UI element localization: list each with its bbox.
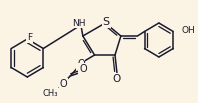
Text: OH: OH (182, 26, 196, 35)
Text: NH: NH (72, 19, 86, 28)
Text: O: O (77, 59, 85, 69)
Text: S: S (103, 17, 110, 27)
Text: O: O (113, 74, 121, 84)
Text: O: O (60, 79, 67, 89)
Text: CH₃: CH₃ (43, 88, 58, 98)
Text: O: O (79, 64, 87, 74)
Text: F: F (27, 33, 32, 43)
